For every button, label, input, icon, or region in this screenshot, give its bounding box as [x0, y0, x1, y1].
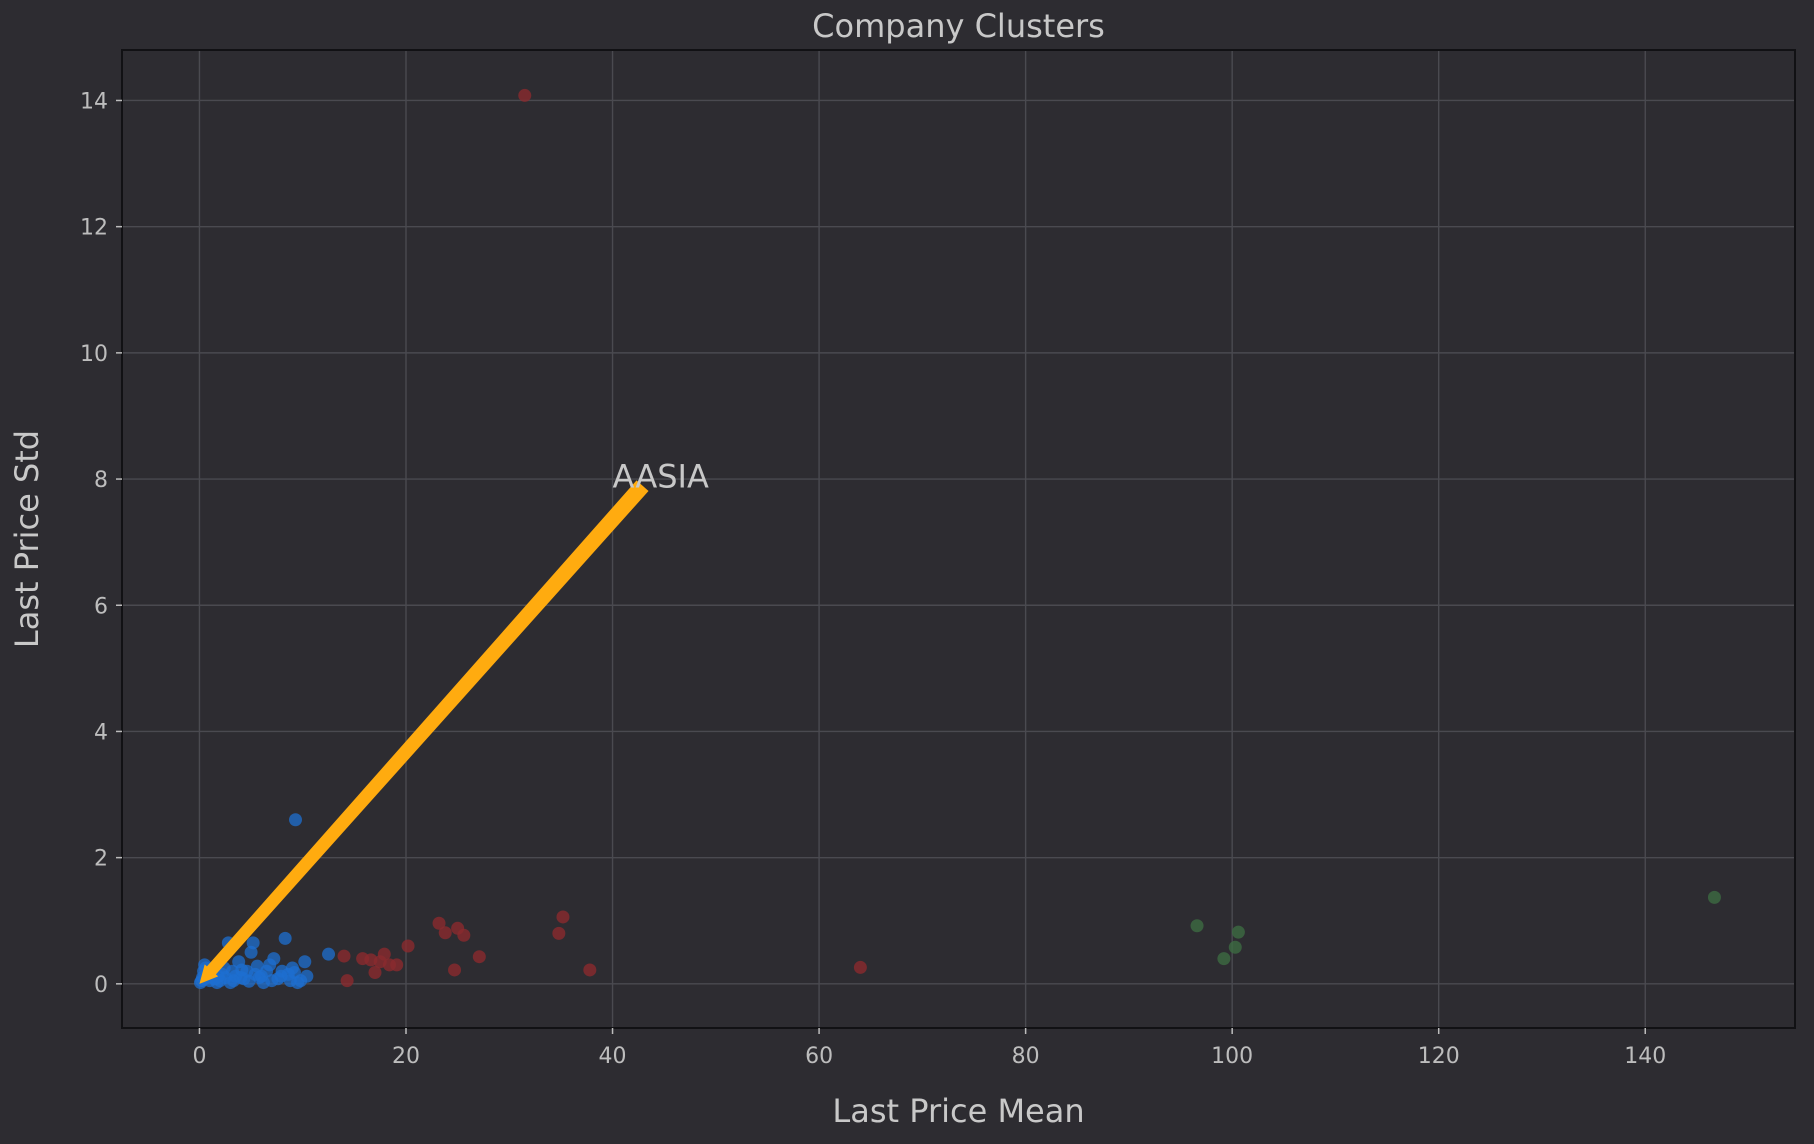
y-axis-title: Last Price Std: [8, 430, 46, 648]
data-point: [1228, 940, 1242, 954]
y-tick-label: 14: [80, 89, 108, 114]
grid: [122, 50, 1795, 1028]
data-point: [235, 963, 249, 977]
data-point: [340, 974, 354, 988]
data-point: [552, 926, 566, 940]
tick-labels: 0 20 40 60 80 100 120 140 0 2 4 6 8 10 12 14: [80, 89, 1666, 1069]
data-point: [242, 974, 256, 988]
data-point: [250, 959, 264, 973]
x-axis-title: Last Price Mean: [832, 1092, 1084, 1130]
data-point: [267, 952, 281, 966]
data-point: [1217, 952, 1231, 966]
x-tick-label: 140: [1624, 1044, 1666, 1069]
series-1: [337, 88, 867, 988]
y-tick-label: 0: [94, 973, 108, 998]
data-point: [298, 955, 312, 969]
data-point: [401, 939, 415, 953]
data-point: [322, 947, 336, 961]
y-tick-label: 4: [94, 720, 108, 745]
data-point: [853, 960, 867, 974]
data-point: [337, 949, 351, 963]
data-point: [518, 88, 532, 102]
data-point: [1707, 890, 1721, 904]
data-point: [368, 965, 382, 979]
y-tick-label: 8: [94, 468, 108, 493]
series-0: [193, 813, 336, 990]
data-point: [1190, 919, 1204, 933]
data-point: [377, 947, 391, 961]
data-point: [457, 928, 471, 942]
y-tick-label: 10: [80, 342, 108, 367]
x-tick-label: 20: [392, 1044, 420, 1069]
data-point: [438, 926, 452, 940]
data-point: [556, 910, 570, 924]
data-point: [227, 974, 241, 988]
annotation-arrow: [199, 480, 649, 984]
y-tick-label: 6: [94, 594, 108, 619]
data-point: [300, 969, 314, 983]
x-tick-label: 0: [192, 1044, 206, 1069]
annotation-label: AASIA: [613, 458, 709, 496]
data-point: [432, 916, 446, 930]
data-point: [287, 965, 301, 979]
x-tick-label: 40: [599, 1044, 627, 1069]
data-point: [254, 969, 268, 983]
data-point: [246, 936, 260, 950]
y-tick-label: 12: [80, 216, 108, 241]
series-2: [1190, 890, 1721, 966]
data-point: [288, 813, 302, 827]
y-tick-label: 2: [94, 847, 108, 872]
data-point: [210, 976, 224, 990]
data-point: [448, 963, 462, 977]
data-point: [472, 950, 486, 964]
x-tick-label: 80: [1012, 1044, 1040, 1069]
data-point: [1231, 925, 1245, 939]
x-tick-label: 60: [805, 1044, 833, 1069]
data-point: [583, 963, 597, 977]
data-point: [278, 931, 292, 945]
chart-title: Company Clusters: [812, 7, 1105, 45]
annotation: AASIA: [199, 458, 709, 984]
x-tick-label: 120: [1418, 1044, 1460, 1069]
plot-frame: [121, 49, 1796, 1029]
data-point: [390, 958, 404, 972]
data-points: [193, 88, 1721, 990]
x-tick-label: 100: [1211, 1044, 1253, 1069]
